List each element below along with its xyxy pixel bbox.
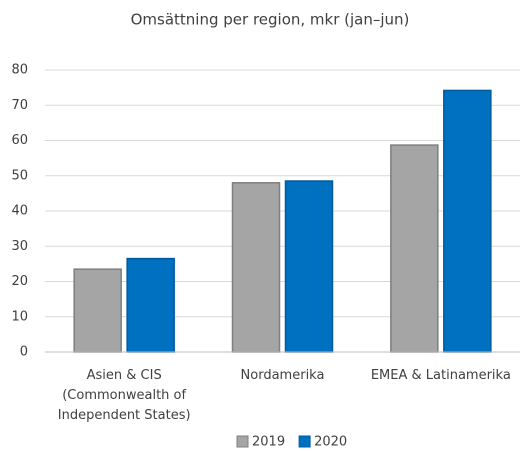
x-tick-label: Nordamerika	[240, 368, 325, 383]
legend-label: 2020	[314, 435, 347, 450]
legend-swatch	[298, 435, 311, 448]
y-tick-label: 40	[11, 204, 28, 219]
y-tick-label: 50	[11, 168, 28, 183]
y-tick-label: 80	[11, 63, 28, 78]
bar	[126, 257, 175, 353]
y-tick-label: 70	[11, 98, 28, 113]
y-tick-label: 60	[11, 133, 28, 148]
y-tick-label: 0	[20, 345, 28, 360]
x-tick-label: EMEA & Latinamerika	[370, 368, 511, 383]
y-tick-label: 30	[11, 239, 28, 254]
chart-title: Omsättning per region, mkr (jan–jun)	[131, 11, 410, 29]
legend-label: 2019	[252, 435, 285, 450]
legend-swatch	[236, 435, 249, 448]
y-tick-label: 20	[11, 274, 28, 289]
bar	[73, 268, 122, 353]
bar	[231, 182, 281, 353]
y-tick-label: 10	[11, 309, 28, 324]
x-tick-label: Asien & CIS (Commonwealth of Independent…	[57, 368, 191, 423]
bar	[284, 180, 334, 353]
bar	[390, 144, 439, 353]
bar	[443, 89, 492, 353]
